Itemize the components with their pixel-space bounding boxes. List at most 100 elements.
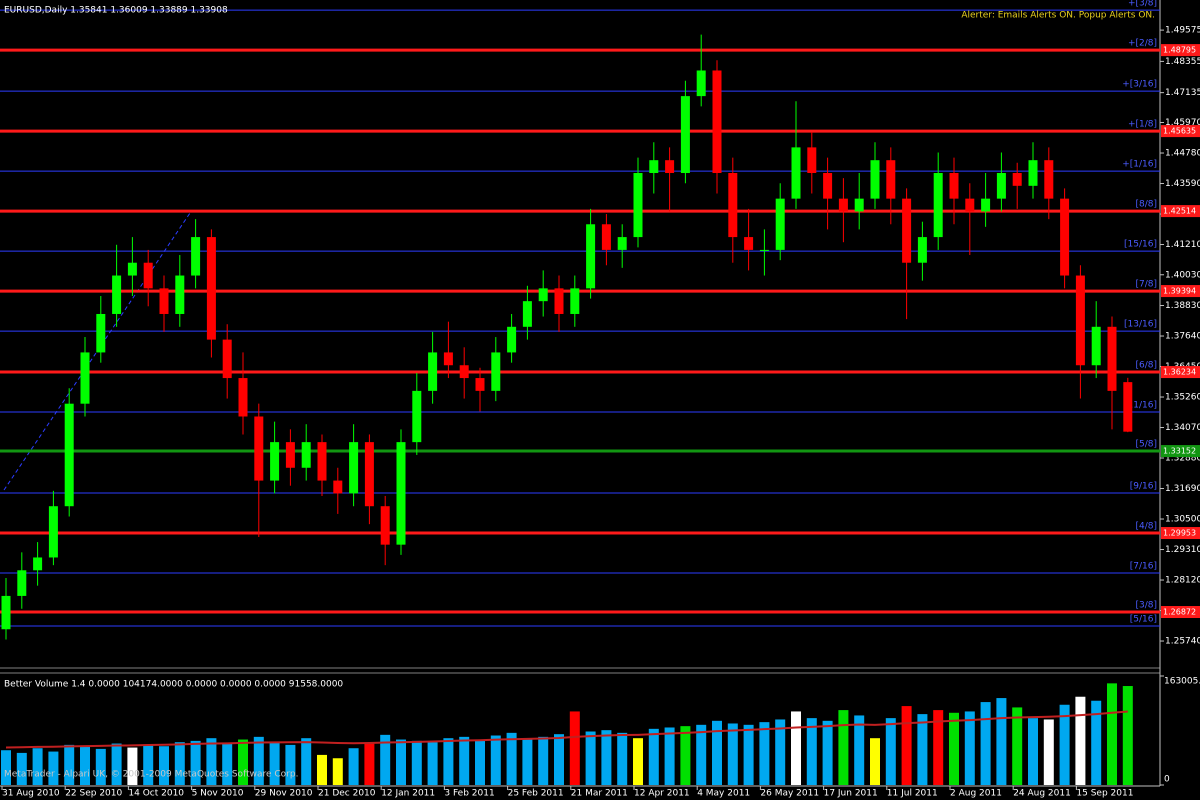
volume-bar <box>506 732 517 785</box>
candle-body <box>601 224 611 250</box>
levels: +[3/8] +[2/8] +[3/16] +[1/8] +[1/16] [8/8] [15… <box>0 0 1160 627</box>
candle-body <box>80 352 90 404</box>
volume-bar <box>854 715 865 785</box>
candle-body <box>127 262 137 276</box>
candle-body <box>191 237 201 276</box>
level-label: [7/16] <box>1130 562 1157 572</box>
price-tick-label: 1.30500 <box>1165 515 1200 525</box>
candle-body <box>554 288 564 314</box>
time-tick-label: 4 May 2011 <box>697 789 750 799</box>
candle-body <box>254 416 264 481</box>
level-label: +[3/8] <box>1128 0 1157 9</box>
price-tick-label: 1.28120 <box>1165 576 1200 586</box>
candle-body <box>17 570 27 596</box>
volume-average <box>5 710 1128 749</box>
candle-body <box>396 442 406 545</box>
volume-bar <box>348 748 359 785</box>
candle-body <box>175 275 185 314</box>
volume-bar <box>727 723 738 785</box>
candle-body <box>696 70 706 97</box>
time-tick-label: 21 Mar 2011 <box>571 789 628 799</box>
volume-tick-label: 0 <box>1164 775 1170 785</box>
volume-bar <box>633 738 643 785</box>
candle-body <box>159 288 169 314</box>
level-label: +[3/16] <box>1122 80 1157 90</box>
candle-body <box>459 365 469 379</box>
volume-bar <box>111 743 122 785</box>
price-box-label: 1.29953 <box>1163 529 1196 538</box>
candle-body <box>301 442 311 468</box>
volume-bar <box>933 710 944 785</box>
volume-bar <box>775 719 786 785</box>
volume-bar <box>317 754 327 785</box>
volume-bar <box>822 720 833 785</box>
axes: 1.49575 1.48355 1.47135 1.45970 1.44780 1.435… <box>1 26 1200 799</box>
candle-body <box>586 224 596 289</box>
price-tick-label: 1.35260 <box>1165 393 1200 403</box>
level-label: [4/8] <box>1135 522 1157 532</box>
volume-bar <box>238 739 248 785</box>
candle-body <box>412 390 422 443</box>
price-tick-label: 1.43590 <box>1165 179 1200 189</box>
volume-bar <box>696 724 707 785</box>
volume-bar <box>190 740 201 785</box>
volume-bar <box>174 742 185 785</box>
candle-body <box>1060 198 1070 276</box>
volume-bar <box>601 730 612 785</box>
volume-panel <box>1 683 1133 785</box>
volume-bar <box>964 711 975 785</box>
volume-bar <box>885 718 896 785</box>
price-box-label: 1.33152 <box>1163 447 1196 456</box>
volume-title: Better Volume 1.4 0.0000 104174.0000 0.0… <box>4 680 343 690</box>
volume-bar <box>159 746 169 785</box>
price-box-label: 1.36234 <box>1163 368 1196 377</box>
level-label: [9/16] <box>1130 482 1157 492</box>
volume-bar <box>1091 700 1102 785</box>
candle-body <box>364 442 374 507</box>
volume-bar <box>301 738 312 785</box>
candle-body <box>1028 160 1038 186</box>
price-tick-label: 1.48355 <box>1165 57 1200 67</box>
time-tick-label: 22 Sep 2010 <box>65 789 122 799</box>
candle-body <box>791 147 801 199</box>
volume-bar <box>222 743 233 785</box>
level-label: [3/8] <box>1135 601 1157 611</box>
price-tick-label: 1.32880 <box>1165 454 1200 464</box>
candle-body <box>333 480 343 494</box>
candle-body <box>522 301 532 327</box>
candle-body <box>96 313 106 353</box>
time-tick-label: 14 Oct 2010 <box>128 789 184 799</box>
candle-body <box>285 442 295 468</box>
candle-body <box>680 96 690 174</box>
level-label: +[1/16] <box>1122 160 1157 170</box>
candle-body <box>238 378 248 417</box>
volume-bar <box>253 736 264 785</box>
candle-body <box>443 352 453 366</box>
candle-body <box>270 442 280 481</box>
candle-body <box>428 352 438 391</box>
candle-body <box>538 288 548 302</box>
candles <box>1 34 1133 640</box>
time-tick-label: 26 May 2011 <box>760 789 819 799</box>
candle-body <box>633 173 643 238</box>
price-tick-label: 1.29310 <box>1165 545 1200 555</box>
price-box <box>1161 527 1200 540</box>
level-label: [11/16] <box>1124 401 1157 411</box>
volume-bar <box>996 698 1007 785</box>
footer: MetaTrader - Alpari UK, © 2001-2009 Meta… <box>4 770 298 780</box>
price-box <box>1161 606 1200 619</box>
price-box <box>1161 366 1200 379</box>
candle-body <box>206 237 216 340</box>
time-tick-label: 29 Nov 2010 <box>255 789 313 799</box>
candle-body <box>1107 326 1117 391</box>
price-box-label: 1.42514 <box>1163 207 1196 216</box>
candle-body <box>1 595 11 630</box>
time-tick-label: 2 Aug 2011 <box>950 789 1002 799</box>
volume-bar <box>459 736 470 785</box>
volume-bar <box>285 744 296 785</box>
time-tick-label: 12 Jan 2011 <box>381 789 435 799</box>
volume-bar <box>759 722 770 785</box>
price-tick-label: 1.40030 <box>1165 270 1200 280</box>
